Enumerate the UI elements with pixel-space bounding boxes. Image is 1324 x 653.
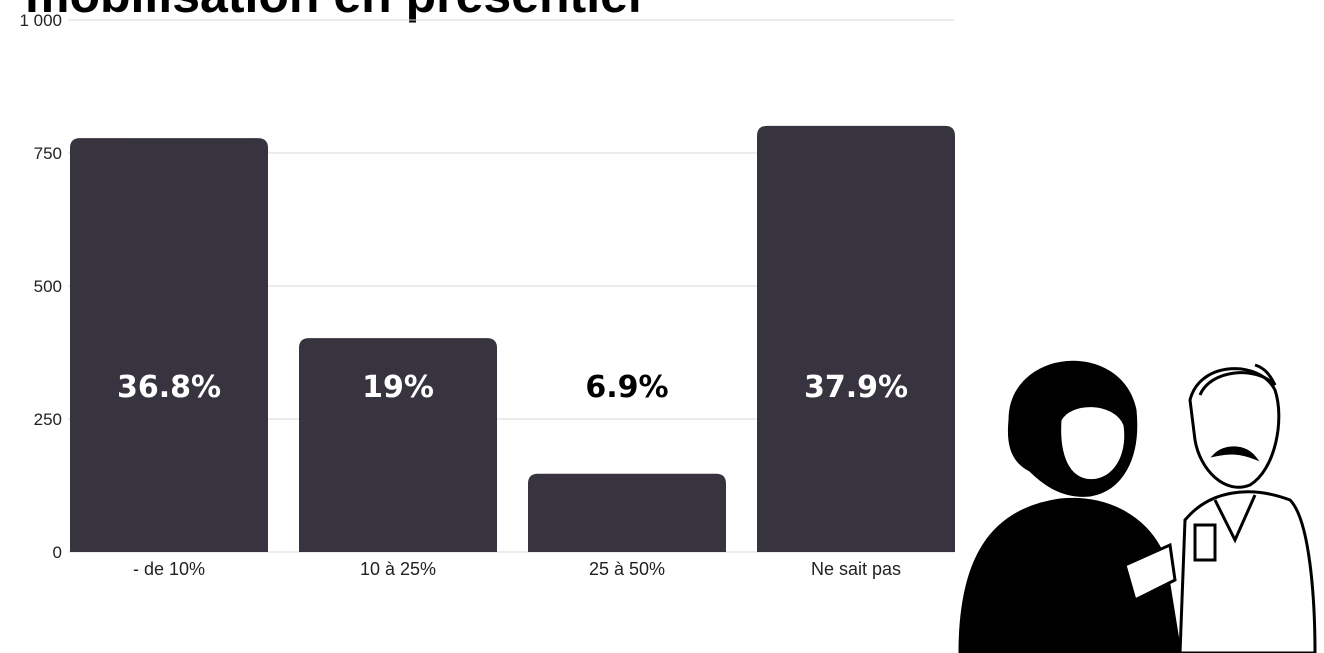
data-label: 6.9% (585, 370, 668, 405)
x-tick-label: 25 à 50% (589, 559, 665, 579)
y-tick-label: 1 000 (19, 11, 62, 30)
bar (70, 138, 268, 552)
illustration (958, 360, 1317, 653)
bar (757, 125, 955, 553)
bar (299, 338, 497, 552)
bar (528, 473, 726, 552)
data-label: 36.8% (117, 370, 221, 405)
data-label: 37.9% (804, 370, 908, 405)
x-tick-label: - de 10% (133, 559, 205, 579)
y-tick-label: 250 (34, 410, 62, 429)
y-tick-label: 500 (34, 277, 62, 296)
data-label: 19% (362, 370, 434, 405)
x-tick-label: Ne sait pas (811, 559, 901, 579)
y-tick-label: 750 (34, 144, 62, 163)
x-tick-label: 10 à 25% (360, 559, 436, 579)
y-tick-label: 0 (53, 543, 62, 562)
chart-title: mobilisation en présentiel (25, 0, 642, 23)
